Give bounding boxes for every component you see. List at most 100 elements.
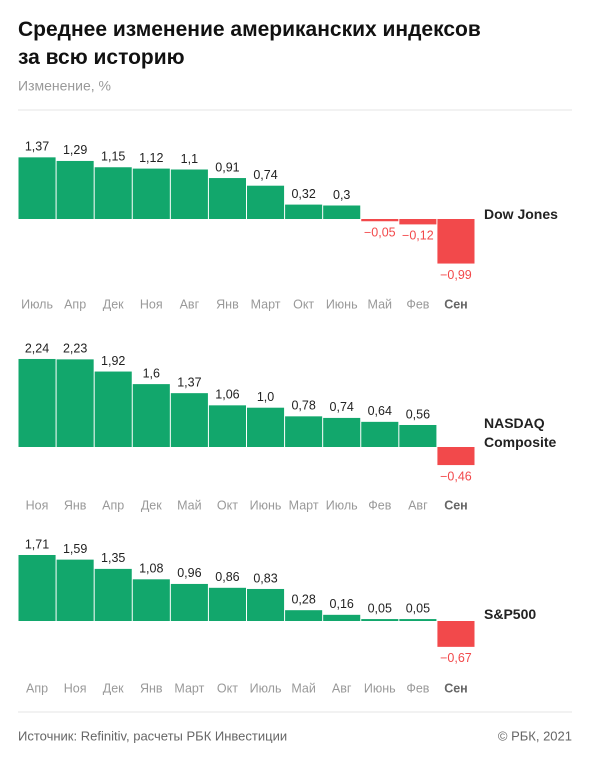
value-label: 0,83: [253, 571, 277, 585]
bar: [170, 169, 208, 219]
x-tick-label: Сен: [444, 681, 468, 695]
value-label: 0,28: [291, 592, 315, 606]
subtitle: Изменение, %: [18, 78, 111, 94]
bar: [18, 554, 56, 621]
value-label: 0,05: [406, 601, 430, 615]
x-tick-label: Сен: [444, 498, 468, 512]
bar: [94, 371, 132, 447]
bar: [323, 417, 361, 447]
x-tick-label: Март: [174, 681, 204, 695]
x-tick-label: Ноя: [140, 297, 163, 311]
x-tick-label: Ноя: [64, 681, 87, 695]
bar: [94, 568, 132, 621]
x-tick-label: Янв: [140, 681, 163, 695]
x-tick-label: Апр: [102, 498, 124, 512]
bar: [437, 219, 475, 264]
bar: [56, 160, 94, 219]
bar: [247, 185, 285, 219]
value-label: −0,46: [440, 469, 472, 483]
copyright: © РБК, 2021: [498, 728, 572, 743]
value-label: −0,99: [440, 268, 472, 282]
x-tick-label: Фев: [406, 681, 429, 695]
x-tick-label: Июнь: [364, 681, 396, 695]
x-tick-label: Янв: [64, 498, 87, 512]
x-tick-label: Дек: [103, 297, 124, 311]
value-label: 2,23: [63, 342, 87, 356]
value-label: 1,92: [101, 354, 125, 368]
x-tick-label: Июль: [326, 498, 358, 512]
bar: [247, 407, 285, 447]
value-label: 1,6: [143, 366, 160, 380]
value-label: 1,15: [101, 150, 125, 164]
x-tick-label: Июль: [21, 297, 53, 311]
value-label: 1,12: [139, 151, 163, 165]
x-tick-label: Дек: [103, 681, 124, 695]
bar: [94, 167, 132, 219]
value-label: 0,64: [368, 404, 392, 418]
bar: [56, 559, 94, 621]
x-tick-label: Май: [368, 297, 393, 311]
value-label: −0,67: [440, 651, 472, 665]
x-tick-label: Авг: [180, 297, 200, 311]
value-label: 0,16: [330, 597, 354, 611]
value-label: 0,96: [177, 566, 201, 580]
bar: [361, 619, 399, 621]
value-label: −0,05: [364, 226, 396, 240]
bar: [437, 447, 475, 466]
x-tick-label: Апр: [64, 297, 86, 311]
bar: [132, 579, 170, 621]
x-tick-label: Июнь: [250, 498, 282, 512]
bar: [323, 205, 361, 219]
x-tick-label: Авг: [408, 498, 428, 512]
bar: [361, 421, 399, 447]
source: Источник: Refinitiv, расчеты РБК Инвести…: [18, 728, 287, 743]
value-label: 1,0: [257, 390, 274, 404]
value-label: 0,86: [215, 570, 239, 584]
value-label: 1,37: [177, 375, 201, 389]
value-label: −0,12: [402, 229, 434, 243]
x-tick-label: Окт: [217, 498, 238, 512]
value-label: 1,35: [101, 551, 125, 565]
value-label: 0,78: [291, 399, 315, 413]
x-tick-label: Окт: [293, 297, 314, 311]
bar: [323, 614, 361, 621]
bar: [437, 621, 475, 647]
x-tick-label: Окт: [217, 681, 238, 695]
x-tick-label: Май: [291, 681, 316, 695]
x-tick-label: Авг: [332, 681, 352, 695]
bar: [285, 610, 323, 621]
value-label: 1,29: [63, 143, 87, 157]
bar: [132, 384, 170, 447]
bar: [285, 416, 323, 447]
value-label: 0,3: [333, 188, 350, 202]
bar: [399, 424, 437, 447]
value-label: 0,74: [253, 168, 277, 182]
x-tick-label: Дек: [141, 498, 162, 512]
value-label: 0,74: [330, 400, 354, 414]
x-tick-label: Март: [251, 297, 281, 311]
value-label: 1,08: [139, 562, 163, 576]
value-label: 0,32: [291, 187, 315, 201]
bar: [18, 157, 56, 219]
value-label: 1,71: [25, 537, 49, 551]
x-tick-label: Сен: [444, 297, 468, 311]
value-label: 0,91: [215, 160, 239, 174]
x-tick-label: Апр: [26, 681, 48, 695]
x-tick-label: Июль: [250, 681, 282, 695]
value-label: 1,59: [63, 542, 87, 556]
bar: [170, 583, 208, 621]
bar: [399, 619, 437, 621]
value-label: 1,06: [215, 388, 239, 402]
x-tick-label: Июнь: [326, 297, 358, 311]
bar: [170, 393, 208, 447]
bar: [56, 359, 94, 447]
value-label: 0,56: [406, 407, 430, 421]
series-name: NASDAQ Composite: [484, 415, 557, 450]
x-tick-label: Янв: [216, 297, 239, 311]
bar: [208, 178, 246, 219]
x-tick-label: Ноя: [26, 498, 49, 512]
bar: [285, 204, 323, 219]
bar: [399, 219, 437, 225]
